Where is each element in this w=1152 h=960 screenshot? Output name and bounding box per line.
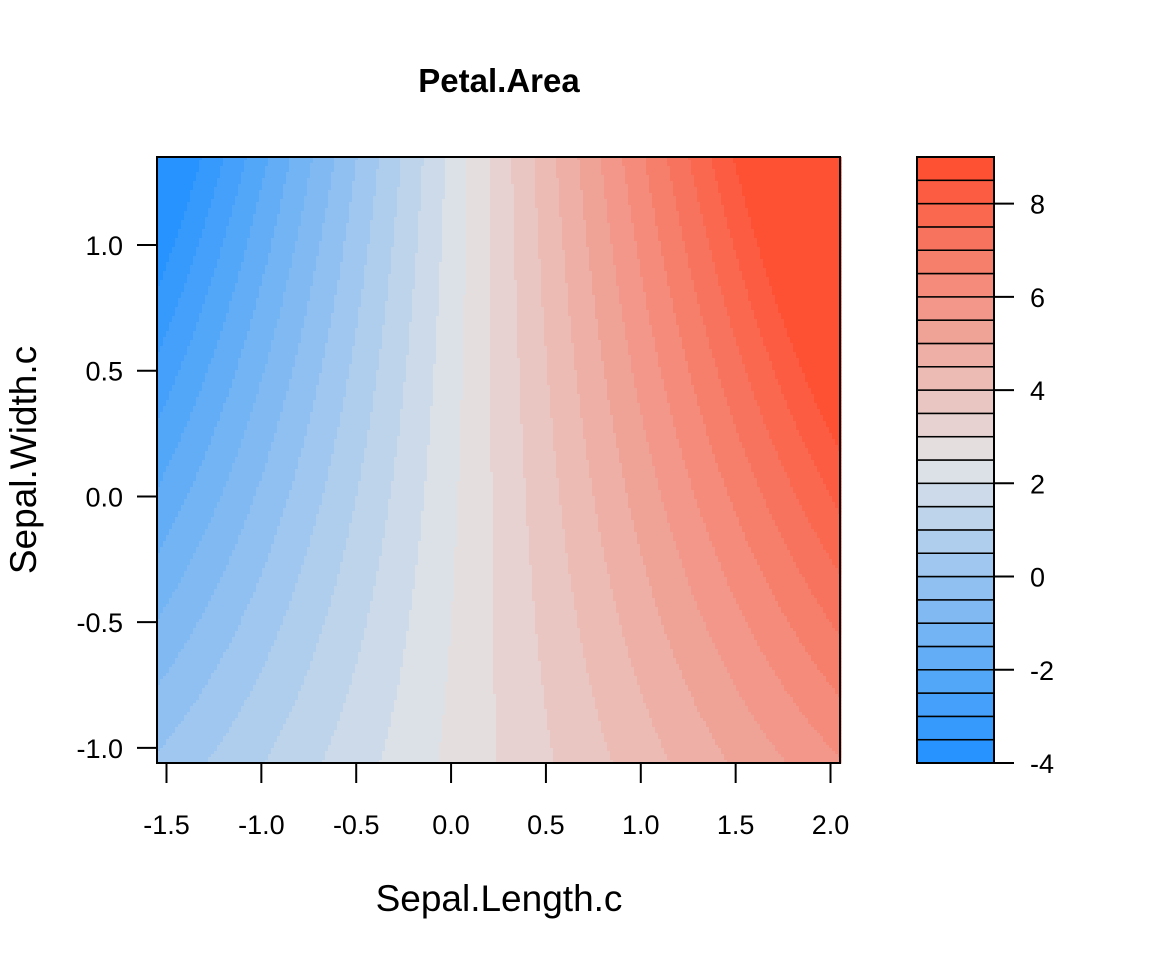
colorbar-swatch: [916, 459, 995, 485]
colorbar-swatch: [916, 272, 995, 298]
colorbar-swatch: [916, 505, 995, 531]
y-tick-label: 0.5: [85, 357, 123, 387]
colorbar-swatch: [916, 599, 995, 624]
colorbar-tick-label: -4: [1030, 749, 1054, 779]
colorbar-swatch: [916, 249, 995, 275]
x-tick-label: 2.0: [812, 810, 850, 840]
colorbar-swatch: [916, 482, 995, 508]
y-tick-label: -0.5: [76, 608, 123, 638]
colorbar-swatch: [916, 529, 995, 554]
x-tick-label: -1.5: [143, 810, 190, 840]
colorbar-swatch: [916, 412, 995, 438]
y-tick-label: -1.0: [76, 734, 123, 764]
colorbar-swatch: [916, 645, 995, 671]
colorbar-tick-label: 8: [1030, 190, 1045, 220]
colorbar-swatch: [916, 715, 995, 741]
y-tick-label: 1.0: [85, 231, 123, 261]
colorbar-tick-label: 2: [1030, 469, 1045, 499]
colorbar-swatch: [916, 622, 995, 648]
colorbar-tick-label: 4: [1030, 376, 1045, 406]
chart-title: Petal.Area: [418, 62, 580, 99]
colorbar-swatch: [916, 342, 995, 368]
colorbar-swatch: [916, 366, 995, 391]
x-axis-label: Sepal.Length.c: [376, 878, 623, 919]
x-tick-label: 0.0: [432, 810, 470, 840]
colorbar-swatch: [916, 389, 995, 415]
contour-fill: [157, 157, 842, 764]
x-axis: -1.5 -1.0 -0.5 0.0 0.5 1.0 1.5 2.0: [143, 762, 850, 840]
colorbar-swatch: [916, 692, 995, 718]
colorbar-swatch: [916, 575, 995, 601]
x-tick-label: -1.0: [238, 810, 285, 840]
x-tick-label: -0.5: [333, 810, 380, 840]
y-axis-label: Sepal.Width.c: [3, 346, 44, 574]
colorbar-swatch: [916, 669, 995, 694]
colorbar-swatch: [916, 435, 995, 461]
colorbar-tick-label: 0: [1030, 563, 1045, 593]
colorbar-swatch: [916, 296, 995, 321]
colorbar: [916, 156, 995, 764]
y-tick-label: 0.0: [85, 482, 123, 512]
colorbar-swatch: [916, 179, 995, 205]
colorbar-tick-label: 6: [1030, 283, 1045, 313]
colorbar-swatch: [916, 226, 995, 251]
x-tick-label: 1.0: [622, 810, 660, 840]
x-tick-label: 1.5: [717, 810, 755, 840]
x-tick-label: 0.5: [527, 810, 565, 840]
colorbar-swatch: [916, 319, 995, 345]
y-axis: -1.0 -0.5 0.0 0.5 1.0: [76, 231, 158, 764]
colorbar-tick-label: -2: [1030, 656, 1054, 686]
colorbar-swatch: [916, 202, 995, 228]
colorbar-axis: -4 -2 0 2 4 6 8: [994, 190, 1054, 779]
colorbar-swatch: [916, 552, 995, 578]
colorbar-swatch: [916, 156, 995, 182]
colorbar-swatch: [916, 738, 995, 764]
